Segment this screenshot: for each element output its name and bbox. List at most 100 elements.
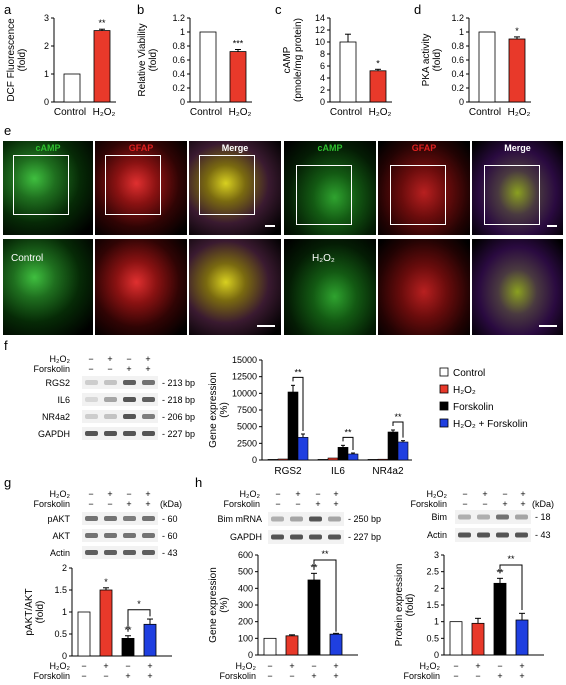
x-tick-label: IL6 xyxy=(331,466,345,477)
h2-treatment-mark: − xyxy=(502,489,507,499)
f-gel xyxy=(82,427,158,440)
gel-band xyxy=(123,414,136,419)
scale-bar xyxy=(539,325,557,327)
gel-band xyxy=(123,431,136,436)
h2-treatment-mark: − xyxy=(462,489,467,499)
y-axis-label: Relative Viability xyxy=(137,23,148,96)
significance-mark: * xyxy=(137,599,141,609)
y-tick-label: 8 xyxy=(320,49,325,59)
gel-band xyxy=(123,380,136,385)
bar xyxy=(478,31,496,103)
f-treatment-mark: − xyxy=(126,354,131,364)
channel-header: cAMP xyxy=(35,143,61,153)
gel-strip xyxy=(82,512,158,525)
legend-swatch xyxy=(439,401,449,411)
zoom-region-box xyxy=(199,155,255,215)
gel-band xyxy=(85,380,98,385)
h-treatment-mark: − xyxy=(275,499,280,509)
f-treatment-mark: − xyxy=(88,354,93,364)
panel-letter-g: g xyxy=(4,475,11,490)
micrograph-camp-h2o2-zoom: H₂O₂ xyxy=(284,239,376,335)
h-treatment-mark: + xyxy=(295,489,300,499)
y-tick-label: 0 xyxy=(62,651,67,661)
gel-band xyxy=(142,397,155,402)
y-tick-label: 15000 xyxy=(232,355,257,365)
gel-band xyxy=(142,516,155,521)
y-axis-label: (fold) xyxy=(35,601,46,624)
y-axis-label: (pmole/mg protein) xyxy=(293,18,304,102)
y-tick-label: 0.6 xyxy=(172,55,185,65)
h2-bottom-treatment-mark: − xyxy=(475,671,480,681)
y-axis-label: (fold) xyxy=(432,49,443,72)
x-tick-label: RGS2 xyxy=(274,466,302,477)
x-tick-label: NR4a2 xyxy=(372,466,404,477)
x-tick-label: Control xyxy=(54,107,86,118)
x-tick-label: Control xyxy=(330,107,362,118)
h-bottom-treatment-mark: + xyxy=(333,661,338,671)
gel-band xyxy=(142,533,155,538)
gel-strip xyxy=(455,528,531,542)
y-tick-label: 0.4 xyxy=(172,69,185,79)
y-tick-label: 2 xyxy=(44,41,49,51)
gel-band xyxy=(123,516,136,521)
x-tick-label: Control xyxy=(190,107,222,118)
g-treatment-mark: − xyxy=(107,499,112,509)
h2-bottom-treatment-mark: + xyxy=(497,671,502,681)
gel-strip xyxy=(268,530,344,544)
scale-bar xyxy=(257,325,275,327)
h2-bottom-treatment-mark: − xyxy=(453,661,458,671)
channel-header: Merge xyxy=(221,143,249,153)
h2-bottom-treatment-mark: + xyxy=(475,661,480,671)
h2-bottom-treatment-mark: − xyxy=(453,671,458,681)
f-treatment-mark: + xyxy=(107,354,112,364)
f-treatment-mark: + xyxy=(145,354,150,364)
x-tick-label: Control xyxy=(469,107,501,118)
g-treatment-mark: + xyxy=(145,499,150,509)
gel-band xyxy=(328,534,341,540)
y-tick-label: 14 xyxy=(315,13,325,23)
h2-treatment-mark: + xyxy=(520,489,525,499)
y-tick-label: 2 xyxy=(320,85,325,95)
g-treatment-mark: − xyxy=(88,499,93,509)
h2-bottom-treatment-mark: − xyxy=(497,661,502,671)
g-bottom-treatment-mark: + xyxy=(125,671,130,681)
gel-band xyxy=(85,533,98,538)
chart-h1: 0 100 200 300 400 500 600 Gene expression (%) ** xyxy=(208,550,358,660)
gel-band xyxy=(290,516,303,522)
micrograph-gfap-h2o2-zoom xyxy=(378,239,470,335)
g-bottom-treatment-mark: + xyxy=(103,661,108,671)
significance-mark: ** xyxy=(344,427,352,437)
g-treatment-mark: + xyxy=(145,489,150,499)
y-tick-label: 3 xyxy=(44,13,49,23)
y-tick-label: 5000 xyxy=(237,422,257,432)
y-axis-label: Gene expression xyxy=(208,567,219,643)
h2-bottom-treatment-label: Forskolin xyxy=(403,671,440,681)
gel-band xyxy=(123,550,136,555)
significance-bracket xyxy=(499,564,523,610)
h-treatment-mark: + xyxy=(333,489,338,499)
micrograph-camp-control-overview: cAMP xyxy=(3,141,93,235)
y-tick-label: 0.5 xyxy=(426,633,439,643)
h-blot-size: - 43 xyxy=(535,530,551,540)
y-tick-label: 0 xyxy=(320,97,325,107)
significance-mark: ** xyxy=(321,549,329,559)
g-gel xyxy=(82,512,158,525)
y-tick-label: 2 xyxy=(62,563,67,573)
h-blot-size: - 18 xyxy=(535,512,551,522)
h-blot-label: Actin xyxy=(427,530,447,540)
y-tick-label: 100 xyxy=(238,633,253,643)
y-tick-label: 0.4 xyxy=(451,69,464,79)
f-treatment-label: H₂O₂ xyxy=(50,354,71,364)
h-blot-label: Bim mRNA xyxy=(218,514,263,524)
bar xyxy=(77,611,91,657)
f-blot-size: - 227 bp xyxy=(162,429,195,439)
h-treatment-mark: + xyxy=(315,499,320,509)
f-gel xyxy=(82,393,158,406)
gel-band xyxy=(85,397,98,402)
g-treatment-mark: − xyxy=(126,489,131,499)
h-bottom-treatment-mark: + xyxy=(311,671,316,681)
gel-band xyxy=(104,533,117,538)
y-tick-label: 0 xyxy=(434,650,439,660)
h-gel xyxy=(268,530,344,544)
